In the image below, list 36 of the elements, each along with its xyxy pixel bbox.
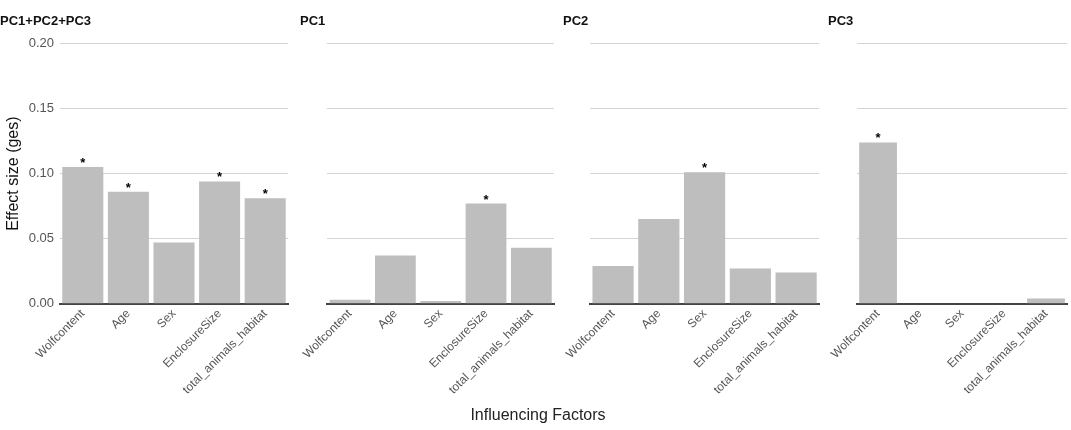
- x-tick-label: Age: [899, 306, 925, 332]
- y-tick-label: 0.15: [28, 100, 54, 116]
- y-axis-title: Effect size (ges): [4, 116, 22, 231]
- chart-title: PC1: [300, 13, 326, 29]
- bar: [107, 191, 149, 304]
- bar: [153, 242, 195, 304]
- bar: [374, 255, 416, 304]
- annotation: *: [262, 186, 269, 202]
- y-tick-label: 0.20: [28, 35, 54, 51]
- bar: [199, 181, 241, 304]
- bar: [510, 247, 552, 304]
- bar: [244, 198, 286, 304]
- bar: [592, 265, 634, 304]
- annotation: *: [125, 179, 132, 195]
- annotation: *: [875, 130, 882, 146]
- bar: [62, 167, 104, 304]
- x-tick-label: Age: [107, 306, 134, 332]
- chart-title: PC2: [563, 13, 589, 29]
- chart-title: PC3: [828, 13, 854, 29]
- bar: [775, 272, 817, 304]
- y-tick-label: 0.00: [28, 295, 54, 311]
- y-tick-label: 0.05: [28, 230, 54, 246]
- y-tick-label: 0.10: [28, 165, 54, 181]
- bar: [729, 268, 771, 304]
- annotation: *: [483, 191, 490, 207]
- bar: [638, 219, 680, 304]
- bar: [420, 301, 462, 304]
- chart-title: PC1+PC2+PC3: [0, 13, 92, 29]
- bar: [465, 203, 507, 304]
- annotation: *: [80, 155, 87, 171]
- bar: [683, 172, 726, 304]
- annotation: *: [702, 160, 709, 176]
- x-tick-label: Age: [374, 306, 401, 332]
- x-axis-title: Influencing Factors: [470, 406, 606, 424]
- x-tick-label: Age: [638, 306, 664, 332]
- annotation: *: [217, 169, 224, 185]
